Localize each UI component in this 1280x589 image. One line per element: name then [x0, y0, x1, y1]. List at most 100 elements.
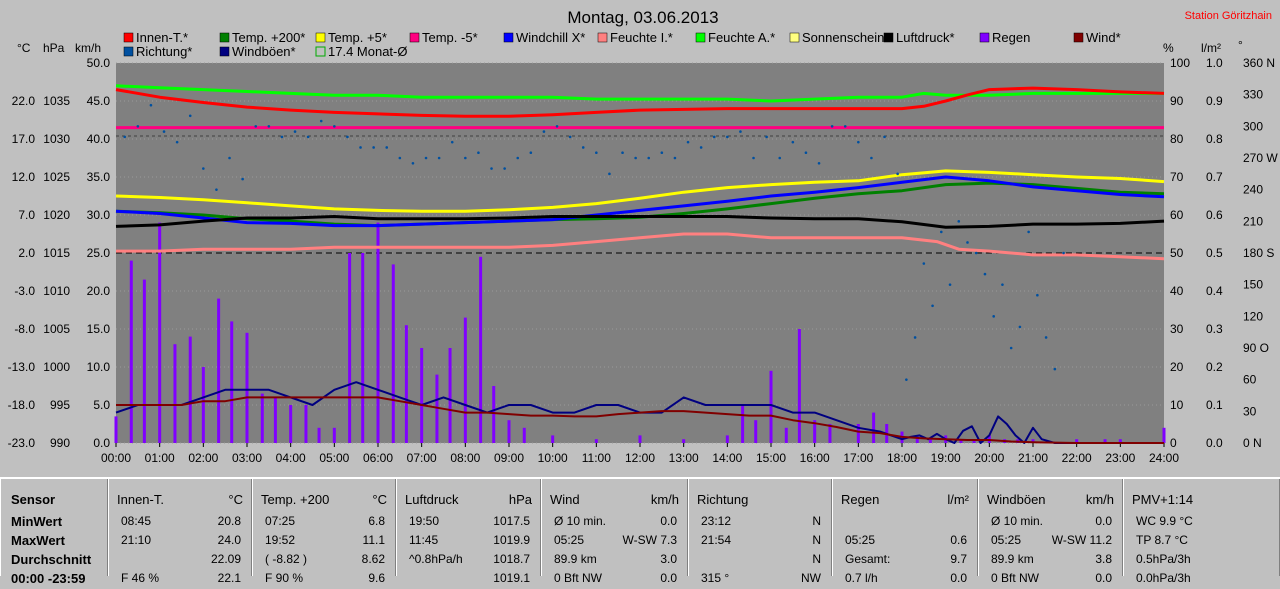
rain-bar: [638, 435, 642, 443]
direction-point: [372, 146, 375, 149]
direction-point: [778, 156, 782, 160]
unit-pressure: hPa: [43, 41, 65, 55]
x-tick-label: 06:00: [363, 451, 393, 465]
table-column-temp200: Temp. +200 °C 07:25 6.8 19:52 11.1 ( -8.82 ) 8.…: [252, 479, 396, 585]
legend-swatch: [123, 46, 134, 57]
unit-humidity: %: [1163, 41, 1174, 55]
pressure-tick-label: 1005: [43, 322, 70, 336]
humidity-tick-label: 60: [1170, 208, 1184, 222]
legend-swatch: [503, 32, 514, 43]
unit-temp: °C: [17, 41, 31, 55]
x-tick-label: 16:00: [800, 451, 830, 465]
series-line: [115, 86, 1165, 118]
direction-point: [686, 140, 690, 144]
humidity-tick-label: 40: [1170, 284, 1184, 298]
rain-bar: [129, 260, 133, 443]
direction-point: [359, 146, 362, 149]
direction-point: [175, 140, 179, 144]
cell-value: N: [812, 552, 821, 566]
cell-value: 20.8: [217, 514, 241, 528]
direction-point: [437, 156, 441, 160]
station-name: Station Göritzhain: [1185, 10, 1272, 22]
table-row: 21:54 N: [689, 533, 831, 551]
legend-swatch: [315, 32, 326, 43]
cell-value: 0.0: [660, 514, 677, 528]
rain-bar: [1075, 439, 1079, 443]
direction-point: [254, 125, 258, 128]
direction-point: [660, 151, 664, 155]
pressure-tick-label: 1000: [43, 360, 70, 374]
x-tick-label: 05:00: [319, 451, 349, 465]
table-row: N: [689, 552, 831, 570]
pressure-tick-label: 1015: [43, 246, 70, 260]
unit-wind: km/h: [75, 41, 101, 55]
cell-label: 89.9 km: [991, 552, 1034, 566]
column-header: Wind: [550, 492, 580, 507]
x-tick-label: 22:00: [1062, 451, 1092, 465]
rain-tick-label: 0.2: [1206, 360, 1223, 374]
rain-bar: [260, 393, 264, 443]
cell-value: 9.7: [950, 552, 967, 566]
x-tick-label: 10:00: [538, 451, 568, 465]
direction-point: [957, 220, 961, 223]
rain-bar: [304, 405, 308, 443]
rain-bar: [522, 427, 526, 443]
cell-label: 0 Bft NW: [554, 571, 603, 585]
legend-swatch: [219, 32, 230, 43]
direction-point: [293, 130, 297, 133]
rain-bar: [754, 420, 758, 443]
statistics-table: Sensor MinWert MaxWert Durchschnitt 00:00 -2…: [0, 477, 1280, 586]
rain-tick-label: 0.0: [1206, 436, 1223, 450]
x-tick-label: 15:00: [756, 451, 786, 465]
wind-tick-label: 50.0: [87, 56, 111, 70]
direction-point: [634, 156, 637, 160]
direction-point: [424, 156, 428, 160]
cell-label: Ø 10 min.: [554, 514, 607, 528]
legend-swatch: [883, 32, 894, 43]
rain-bar: [391, 264, 395, 443]
rain-bar: [289, 405, 293, 443]
rain-bar: [594, 439, 598, 443]
x-tick-label: 09:00: [494, 451, 524, 465]
x-tick-label: 00:00: [101, 451, 131, 465]
rain-bar: [463, 317, 467, 443]
direction-point: [948, 283, 952, 286]
cell-value: 3.0: [660, 552, 677, 566]
rain-bar: [201, 367, 205, 443]
rain-bar: [769, 370, 773, 443]
column-header: Regen: [841, 492, 880, 507]
cell-label: 11:45: [409, 533, 439, 547]
column-header: Temp. +200: [261, 492, 330, 507]
rain-bar: [317, 427, 321, 443]
table-row: 0.5hPa/3h: [1124, 552, 1279, 570]
cell-label: 19:50: [409, 514, 440, 528]
sensor-label: Durchschnitt: [11, 552, 92, 567]
x-tick-label: 07:00: [407, 451, 437, 465]
rain-bar: [797, 329, 801, 443]
temp-tick-label: 17.0: [12, 132, 36, 146]
cell-value: W-SW 11.2: [1051, 533, 1112, 547]
column-unit: l/m²: [947, 492, 969, 507]
cell-value: N: [812, 514, 821, 528]
legend-label: Windchill X*: [516, 30, 585, 45]
direction-tick-label: 30: [1243, 404, 1257, 418]
rain-bar: [376, 222, 380, 443]
x-tick-label: 03:00: [232, 451, 262, 465]
direction-point: [595, 151, 598, 155]
humidity-tick-label: 10: [1170, 398, 1184, 412]
table-row: 19:52 11.1: [253, 533, 395, 551]
direction-tick-label: 150: [1243, 278, 1263, 292]
direction-point: [202, 167, 205, 170]
column-unit: °C: [372, 492, 387, 507]
rain-bar: [448, 348, 452, 443]
legend-label: Regen: [992, 30, 1030, 45]
direction-point: [905, 378, 908, 381]
x-tick-label: 08:00: [450, 451, 480, 465]
cell-label: ^0.8hPa/h: [409, 552, 463, 566]
rain-bar: [813, 420, 817, 443]
rain-bar: [435, 374, 439, 443]
temp-tick-label: -13.0: [8, 360, 36, 374]
cell-label: 0.0hPa/3h: [1136, 571, 1191, 585]
direction-point: [319, 119, 323, 123]
cell-label: Gesamt:: [845, 552, 891, 566]
